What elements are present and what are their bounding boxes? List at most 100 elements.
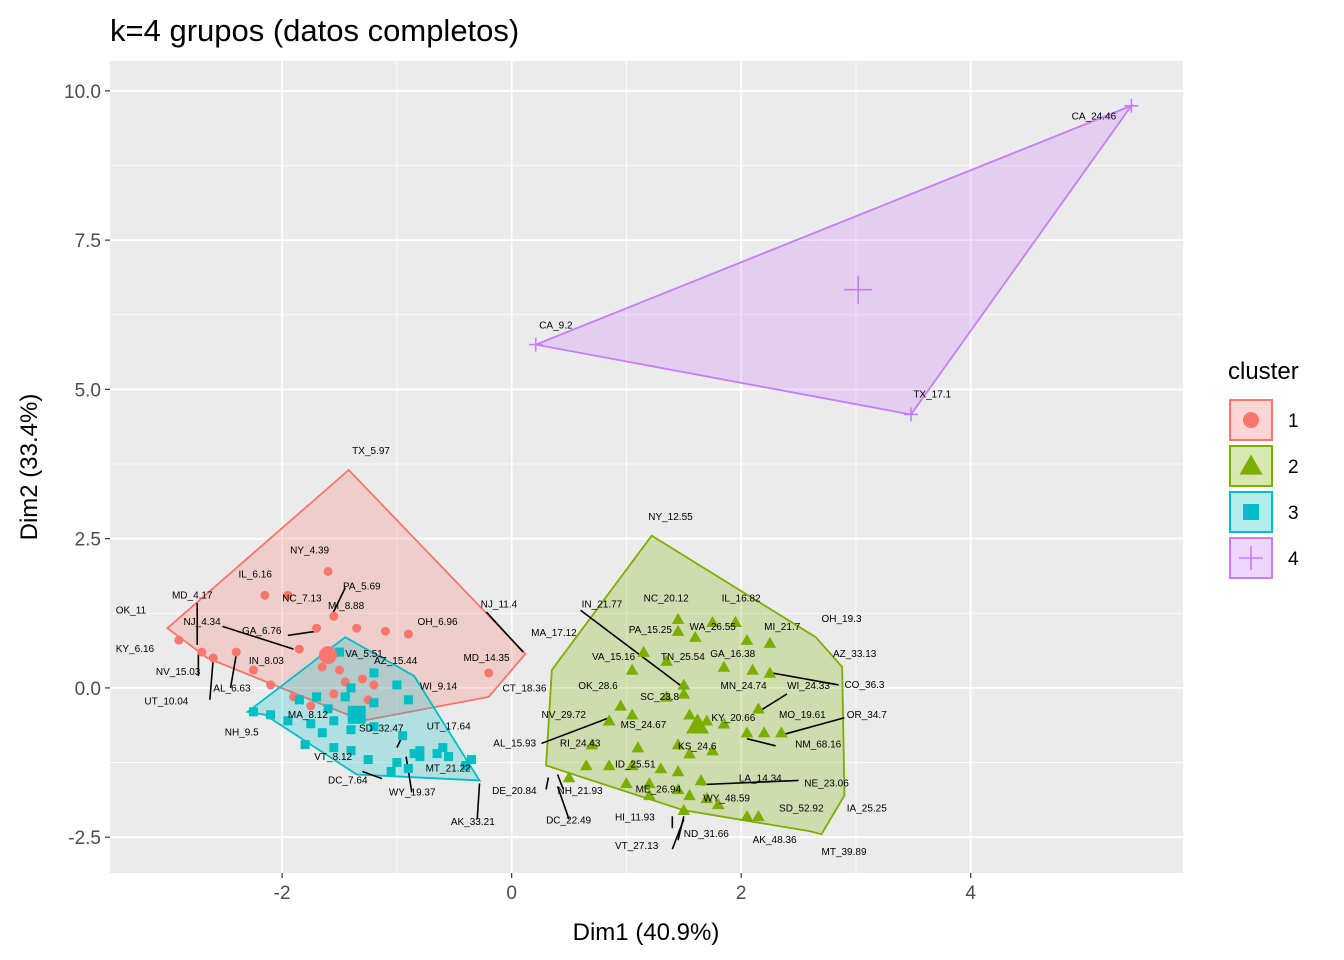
point-cluster-2	[671, 624, 685, 636]
plot-panel	[110, 61, 1183, 873]
point-label: IN_8.03	[249, 656, 284, 667]
cluster-hull-2	[545, 534, 846, 836]
point-cluster-3	[300, 740, 310, 750]
point-cluster-1	[369, 680, 379, 690]
point-label: WI_9.14	[420, 682, 458, 693]
center-cluster-2	[686, 713, 710, 734]
point-cluster-2	[602, 714, 616, 726]
point-cluster-2	[660, 654, 673, 666]
point-label: OH_19.3	[822, 614, 862, 625]
y-tick-label: 10.0	[64, 82, 101, 103]
point-cluster-1	[380, 626, 390, 636]
point-cluster-3	[346, 746, 356, 756]
point-cluster-2	[643, 777, 656, 789]
point-label: KY_20.66	[711, 713, 755, 724]
point-cluster-2	[711, 798, 725, 810]
point-label: NV_15.03	[156, 667, 201, 678]
point-cluster-2	[683, 747, 696, 759]
label-connector	[222, 625, 294, 650]
label-connector	[556, 774, 565, 790]
point-label: MI_21.7	[764, 622, 801, 633]
point-cluster-2	[625, 759, 639, 771]
point-cluster-3	[363, 755, 373, 765]
point-label: ME_26.94	[636, 784, 682, 795]
point-label: NC_20.12	[644, 593, 689, 604]
point-cluster-3	[409, 749, 419, 759]
point-label: HI_11.93	[615, 812, 655, 823]
x-tick-label: 4	[965, 883, 976, 904]
label-connector	[778, 716, 845, 737]
point-cluster-3	[415, 746, 425, 756]
point-cluster-3	[403, 695, 413, 705]
label-connector	[757, 693, 788, 713]
label-connector	[700, 779, 799, 786]
point-label: MI_8.88	[328, 601, 365, 612]
point-cluster-2	[631, 741, 645, 753]
label-connector	[746, 737, 776, 747]
point-cluster-3	[432, 749, 442, 759]
point-cluster-3	[392, 758, 402, 768]
point-label: MT_21.22	[426, 764, 471, 775]
point-cluster-1	[231, 647, 241, 657]
x-axis-ticks: -2 0 2 4	[274, 873, 976, 904]
point-label: PA_15.25	[629, 625, 673, 636]
point-label: NH_9.5	[225, 728, 259, 739]
point-cluster-2	[717, 660, 731, 672]
point-label: ND_31.66	[684, 829, 729, 840]
x-tick-label: -2	[274, 883, 291, 904]
point-label: CT_18.36	[502, 683, 546, 694]
point-label: TN_25.54	[661, 652, 705, 663]
label-connector	[671, 818, 685, 850]
label-connector	[405, 756, 413, 793]
point-cluster-3	[386, 767, 396, 776]
point-cluster-1	[403, 629, 413, 639]
legend-label-2: 2	[1288, 457, 1299, 478]
point-cluster-2	[683, 789, 696, 801]
legend-symbol-4	[1239, 546, 1263, 570]
point-label: DC_7.64	[328, 775, 368, 786]
label-connector	[476, 783, 481, 820]
point-label: DC_22.49	[546, 815, 591, 826]
point-label: OK_28.6	[578, 681, 618, 692]
point-cluster-2	[677, 678, 691, 690]
point-label: OR_34.7	[847, 710, 887, 721]
point-cluster-1	[352, 623, 362, 633]
label-connector	[229, 654, 238, 689]
point-label: CO_36.3	[844, 680, 884, 691]
y-tick-label: 5.0	[75, 380, 101, 401]
point-label: SC_23.8	[640, 692, 679, 703]
point-label: SD_52.92	[779, 804, 824, 815]
point-cluster-3	[392, 680, 402, 690]
point-label: NM_68.16	[795, 740, 842, 751]
point-label: VA_5.51	[345, 649, 383, 660]
point-cluster-1	[197, 647, 207, 657]
point-label: IA_25.25	[847, 804, 887, 815]
point-cluster-1	[294, 644, 304, 654]
point-label: WY_48.59	[703, 793, 750, 804]
point-cluster-3	[329, 743, 339, 753]
point-cluster-3	[340, 692, 350, 702]
point-cluster-3	[294, 695, 304, 705]
point-cluster-3	[369, 668, 379, 678]
point-cluster-2	[602, 759, 616, 771]
point-label: GA_6.76	[242, 626, 282, 637]
legend: cluster 1 2 3 4	[1228, 358, 1299, 579]
point-cluster-4	[1124, 98, 1139, 113]
y-tick-label: 7.5	[75, 231, 101, 252]
point-cluster-2	[706, 615, 719, 627]
point-cluster-1	[306, 701, 316, 711]
legend-title: cluster	[1228, 358, 1299, 385]
y-axis-ticks: -2.5 0.0 2.5 5.0 7.5 10.0	[64, 82, 110, 849]
chart-title: k=4 grupos (datos completos)	[110, 13, 519, 48]
point-cluster-2	[614, 699, 628, 711]
point-cluster-4	[904, 407, 919, 422]
point-label: NC_7.13	[282, 593, 322, 604]
point-cluster-2	[677, 803, 691, 816]
point-label: VA_15.16	[592, 652, 636, 663]
point-label: NY_12.55	[648, 512, 693, 523]
point-label: DE_20.84	[492, 786, 537, 797]
point-label: AL_6.63	[213, 683, 251, 694]
point-cluster-2	[740, 633, 754, 645]
point-labels: CA_24.46 CA_9.2 TX_17.1 TX_5.97 NY_4.39 IL_6.…	[116, 112, 1117, 859]
y-tick-label: 2.5	[75, 530, 101, 551]
